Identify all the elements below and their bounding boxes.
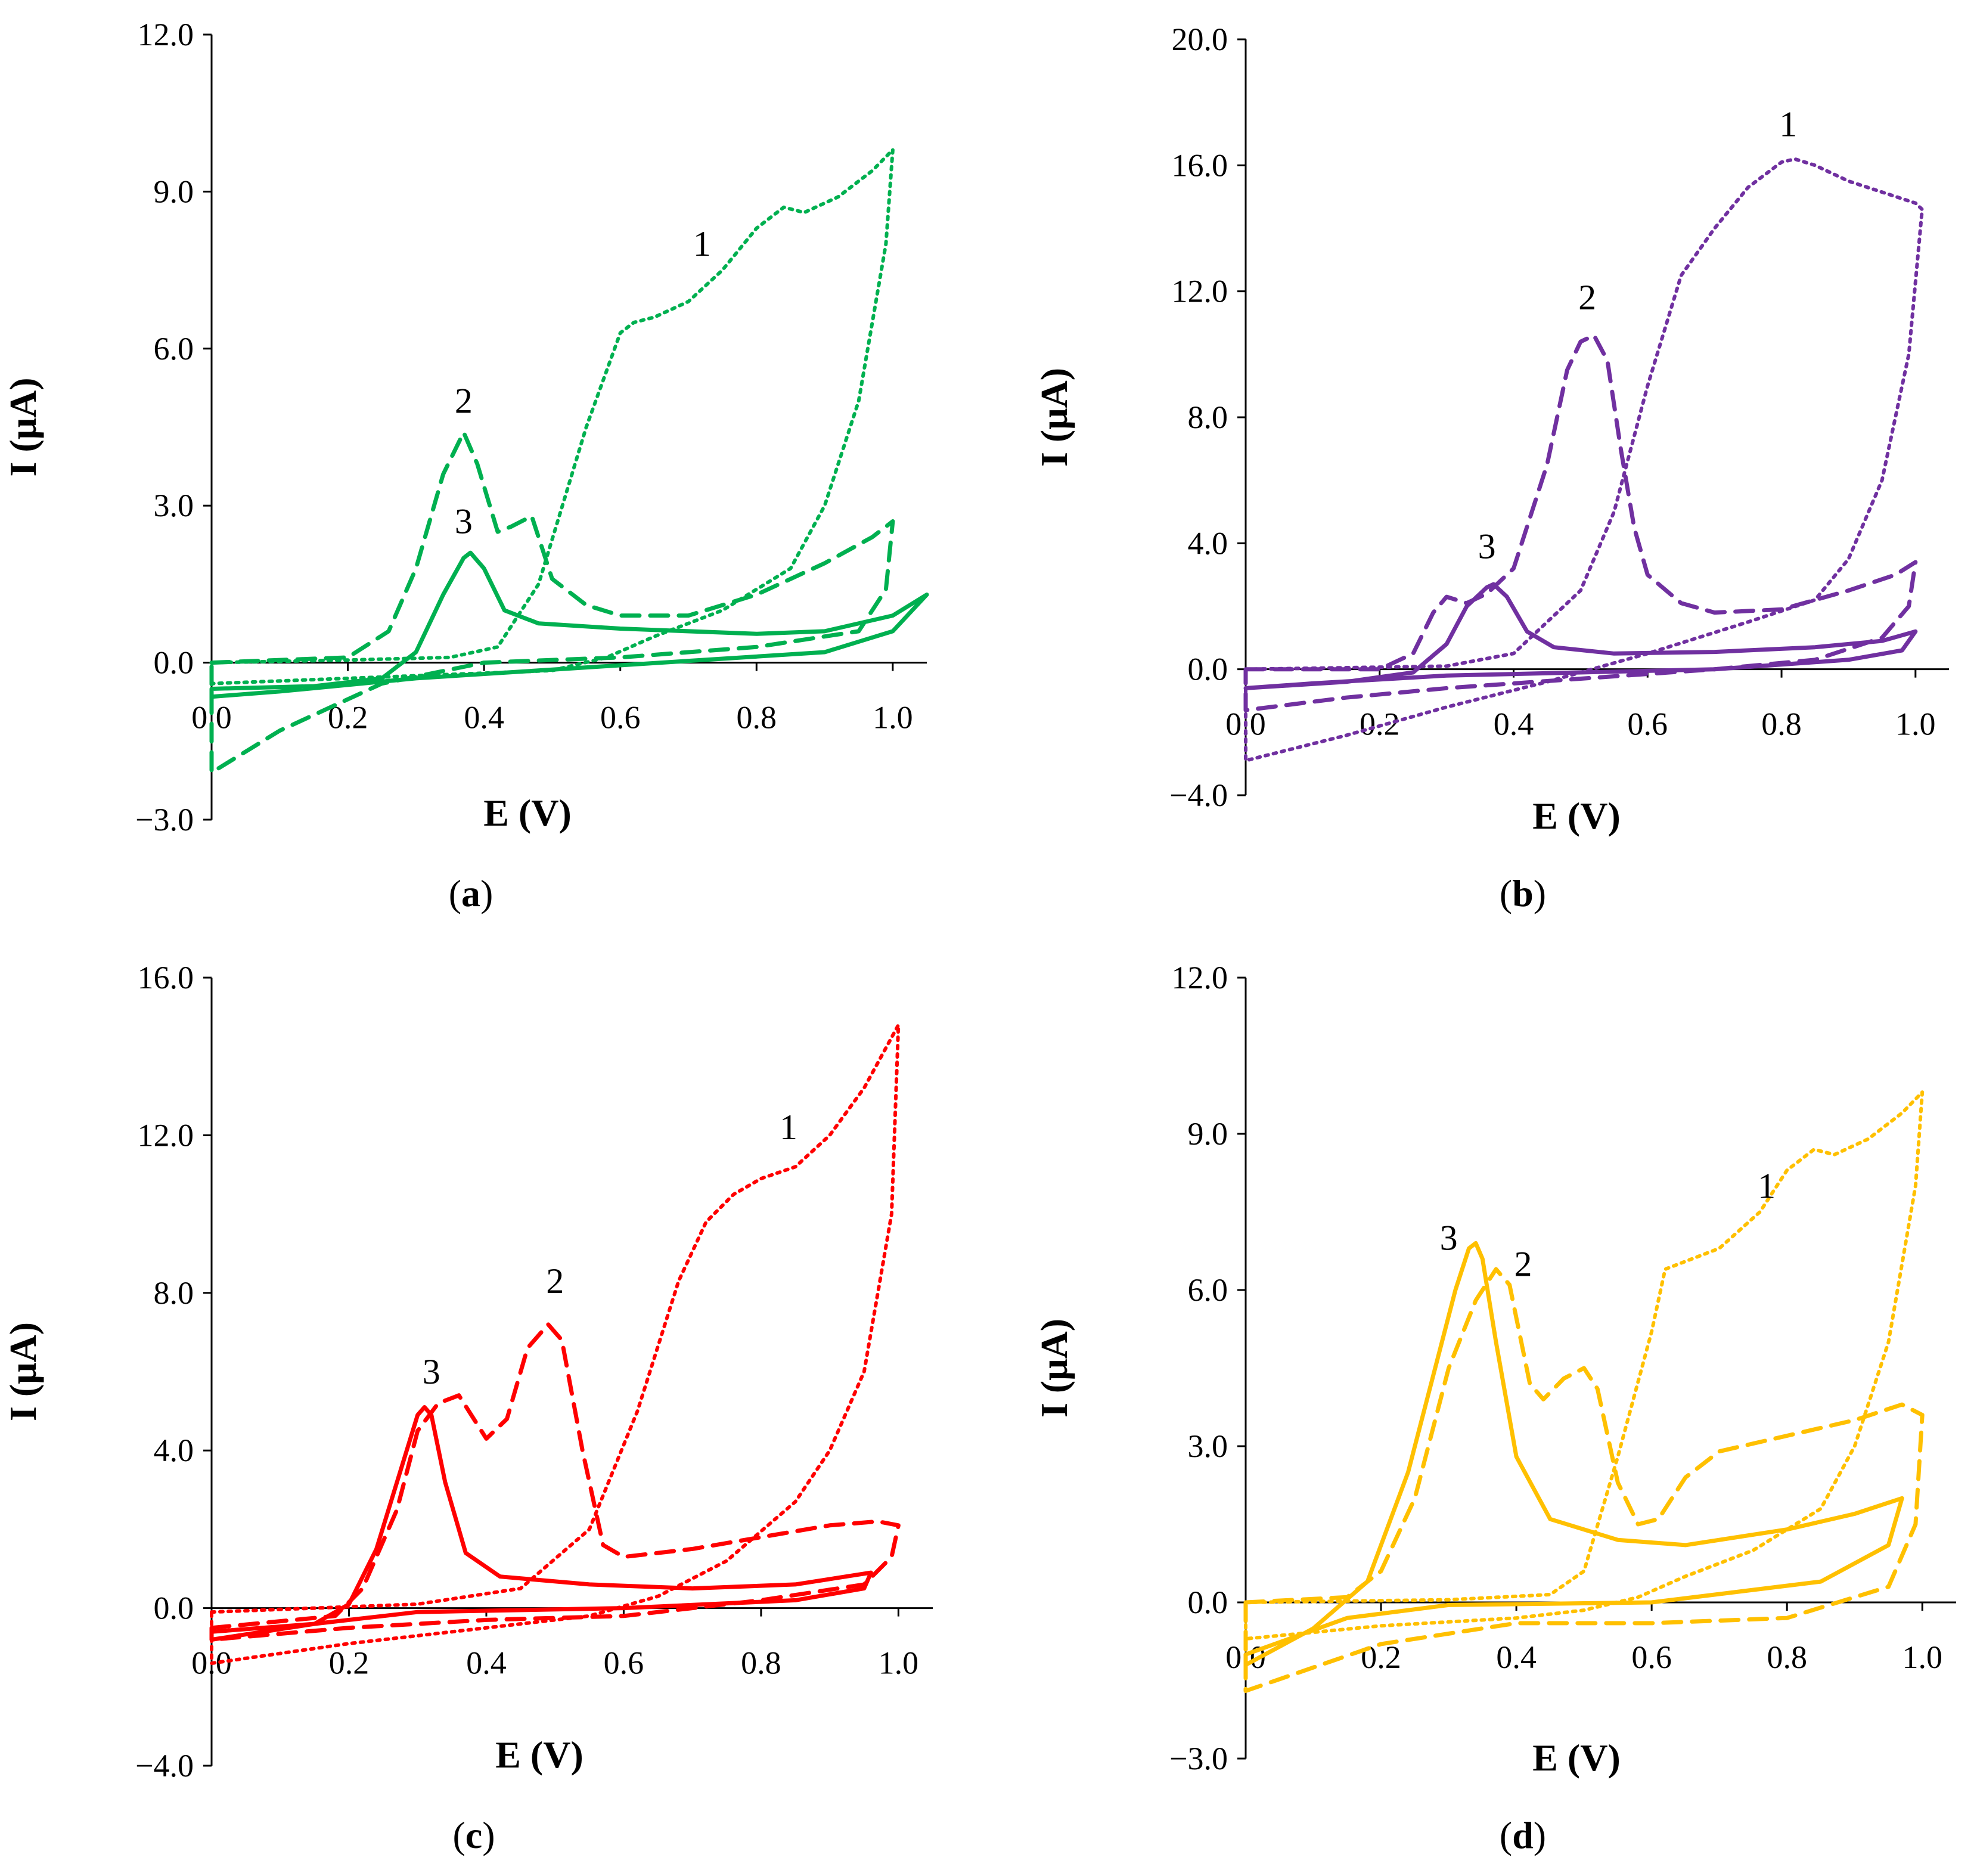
series-2-dashed-line: [1243, 1267, 1925, 1693]
y-tick-label: 20.0: [1172, 21, 1228, 57]
curve-label-1: 1: [693, 224, 711, 263]
series-3-solid-line: [1243, 582, 1918, 690]
y-tick-label: 12.0: [138, 1117, 194, 1153]
y-tick-label: 9.0: [154, 173, 194, 209]
panel-label: (b): [1500, 872, 1546, 914]
series-1-dotted-line: [1244, 157, 1924, 762]
y-tick-label: 16.0: [1172, 147, 1228, 183]
y-axis-title: I (μA): [1033, 368, 1075, 467]
x-tick-label: 1.0: [1895, 706, 1936, 742]
panel-label: (c): [452, 1814, 495, 1856]
x-tick-label: 1.0: [1902, 1639, 1942, 1675]
y-tick-label: 0.0: [154, 645, 194, 681]
curve-label-3: 3: [423, 1352, 440, 1391]
y-tick-label: −4.0: [1169, 777, 1228, 813]
series-3-solid-line: [209, 550, 929, 699]
panel-b: −4.00.04.08.012.016.020.00.0 0.2 0.4 0.6 0.8…: [1033, 21, 1949, 914]
panel-letter: a: [461, 872, 480, 914]
x-tick-label: 0.8: [737, 700, 777, 736]
y-tick-label: 12.0: [1172, 960, 1228, 996]
x-tick-label: 0.4: [1494, 706, 1534, 742]
curve-label-2: 2: [455, 382, 473, 421]
series-1-dotted-line: [210, 148, 895, 686]
x-tick-label: 0.4: [466, 1645, 507, 1681]
series-2-dashed-line: [209, 430, 895, 775]
y-axis-title: I (μA): [2, 1322, 44, 1421]
panel-label: (a): [449, 872, 494, 914]
panel-letter: b: [1512, 872, 1534, 914]
x-tick-label: 0.6: [1631, 1639, 1672, 1675]
y-tick-label: 0.0: [1188, 1584, 1228, 1620]
x-tick-label: 0.8: [741, 1645, 781, 1681]
series-1-dotted-line: [1244, 1090, 1925, 1641]
y-tick-label: −4.0: [135, 1748, 194, 1784]
curve-label-1: 1: [1779, 105, 1797, 144]
x-tick-label: 0.8: [1767, 1639, 1807, 1675]
curve-label-1: 1: [780, 1108, 797, 1147]
x-tick-label: 0.2: [329, 1645, 370, 1681]
x-axis-title: E (V): [1532, 795, 1621, 837]
x-tick-label: 1.0: [873, 700, 913, 736]
y-axis-title: I (μA): [2, 377, 44, 476]
x-tick-label: 0.4: [464, 700, 504, 736]
x-tick-label: 0.6: [604, 1645, 644, 1681]
series-3-solid-line: [209, 1405, 873, 1642]
y-tick-label: −3.0: [135, 802, 194, 838]
x-tick-label: 1.0: [879, 1645, 919, 1681]
curve-label-2: 2: [1514, 1244, 1532, 1283]
x-axis-title: E (V): [495, 1734, 584, 1776]
y-tick-label: 8.0: [1188, 399, 1228, 435]
y-tick-label: 0.0: [154, 1590, 194, 1626]
x-tick-label: 0.4: [1496, 1639, 1537, 1675]
panel-letter: c: [465, 1814, 482, 1856]
y-tick-label: 3.0: [154, 488, 194, 523]
series-3-solid-line: [1243, 1241, 1904, 1667]
y-tick-label: 6.0: [154, 331, 194, 367]
panel-label: (d): [1500, 1814, 1546, 1856]
curve-label-3: 3: [455, 502, 473, 541]
y-tick-label: 3.0: [1188, 1428, 1228, 1464]
y-tick-label: 16.0: [138, 960, 194, 996]
y-tick-label: −3.0: [1169, 1741, 1228, 1776]
x-axis-title: E (V): [1532, 1737, 1621, 1779]
y-tick-label: 12.0: [138, 17, 194, 52]
panel-d: −3.00.03.06.09.012.00.0 0.2 0.4 0.6 0.8 1.012…: [1033, 960, 1956, 1856]
y-tick-label: 6.0: [1188, 1272, 1228, 1308]
series-2-dashed-line: [209, 1322, 901, 1642]
y-tick-label: 8.0: [154, 1275, 194, 1311]
x-tick-label: 0.8: [1761, 706, 1802, 742]
curve-label-3: 3: [1478, 527, 1496, 566]
series-2-dashed-line: [1243, 333, 1918, 712]
y-axis-title: I (μA): [1033, 1319, 1075, 1418]
x-tick-label: 0.6: [600, 700, 641, 736]
curve-label-3: 3: [1440, 1218, 1458, 1258]
y-tick-label: 0.0: [1188, 652, 1228, 687]
y-tick-label: 12.0: [1172, 274, 1228, 309]
y-tick-label: 4.0: [1188, 525, 1228, 561]
y-tick-label: 4.0: [154, 1432, 194, 1468]
panel-c: −4.00.04.08.012.016.00.0 0.2 0.4 0.6 0.8 1.01…: [2, 960, 933, 1856]
x-axis-title: E (V): [483, 792, 572, 834]
curve-label-2: 2: [546, 1261, 564, 1301]
y-tick-label: 9.0: [1188, 1116, 1228, 1152]
panel-letter: d: [1512, 1814, 1534, 1856]
x-tick-label: 0.6: [1628, 706, 1668, 742]
curve-label-2: 2: [1578, 278, 1596, 317]
panel-a: −3.00.03.06.09.012.00.0 0.2 0.4 0.6 0.8 1.012…: [2, 17, 929, 914]
curve-label-1: 1: [1758, 1166, 1776, 1205]
